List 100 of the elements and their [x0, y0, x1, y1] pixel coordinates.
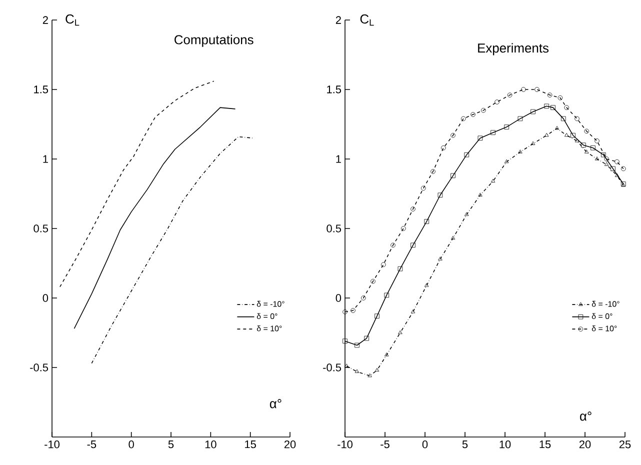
x-tick-label: 20 — [579, 440, 591, 448]
x-tick-label: -10 — [44, 440, 60, 448]
point — [614, 173, 620, 177]
x-tick-label: 25 — [619, 440, 631, 448]
point — [574, 116, 580, 122]
point — [384, 292, 390, 298]
line-series — [91, 136, 254, 364]
point — [518, 150, 522, 154]
point — [464, 152, 470, 158]
x-tick-label: 10 — [205, 440, 216, 448]
point — [504, 159, 509, 164]
point — [561, 116, 566, 122]
x-tick-label: 15 — [245, 440, 256, 448]
y-tick-label: 0.5 — [34, 224, 48, 232]
y-axis-title: C$_{L}$ — [360, 14, 374, 26]
x-tick-label: 0 — [128, 440, 134, 448]
y-tick-label: 0 — [42, 294, 48, 302]
point — [384, 352, 389, 356]
y-tick-label: 0.5 — [326, 224, 342, 232]
point — [398, 330, 402, 334]
point — [601, 152, 606, 158]
point — [424, 219, 430, 224]
point — [530, 109, 536, 114]
point — [584, 128, 590, 134]
point — [521, 87, 526, 92]
point — [430, 169, 436, 174]
y-tick-label: 2 — [336, 16, 341, 24]
point — [438, 256, 442, 260]
point — [464, 212, 469, 216]
point — [410, 309, 416, 314]
y-axis-title: C$_{L}$ — [66, 14, 80, 26]
point — [518, 116, 523, 122]
line-series — [74, 107, 236, 329]
line-series — [60, 80, 214, 288]
point — [354, 342, 360, 348]
point — [421, 186, 426, 191]
point — [550, 105, 556, 110]
point — [450, 236, 456, 240]
x-tick-label: -5 — [380, 440, 390, 448]
point — [478, 136, 483, 141]
y-tick-label: -0.5 — [323, 364, 342, 372]
point — [344, 364, 349, 368]
x-axis-title: α° — [270, 399, 282, 408]
point — [410, 242, 416, 248]
text: Experiments — [478, 43, 549, 56]
y-tick-label: 1.5 — [327, 86, 342, 94]
point — [507, 92, 512, 98]
point — [534, 87, 540, 92]
point — [490, 130, 496, 135]
y-tick-label: 1 — [336, 155, 341, 163]
point — [461, 116, 466, 122]
point — [564, 132, 569, 137]
point — [590, 145, 596, 150]
point — [401, 226, 406, 231]
point — [554, 126, 560, 130]
y-tick-label: 1.5 — [34, 86, 48, 94]
point — [604, 156, 610, 162]
point — [368, 373, 372, 378]
point — [494, 100, 500, 104]
point — [361, 296, 366, 300]
y-tick-label: 2 — [42, 16, 48, 24]
point — [610, 166, 616, 172]
x-axis-title: α° — [580, 412, 592, 421]
point — [374, 314, 380, 318]
point — [441, 145, 446, 150]
x-tick-label: 15 — [540, 440, 551, 448]
x-tick-label: 0 — [422, 440, 428, 448]
point — [547, 92, 552, 98]
x-tick-label: 20 — [284, 440, 296, 448]
point — [490, 178, 496, 183]
point — [544, 104, 550, 109]
point — [342, 309, 348, 314]
y-tick-label: -0.5 — [30, 364, 48, 372]
point — [584, 150, 589, 154]
point — [470, 112, 476, 117]
point — [614, 159, 620, 164]
x-tick-label: -5 — [87, 440, 96, 448]
point — [530, 141, 536, 145]
point — [581, 142, 586, 148]
point — [390, 242, 396, 248]
point — [558, 95, 563, 100]
point — [544, 132, 549, 137]
point — [594, 156, 600, 160]
point — [370, 278, 376, 284]
point — [594, 138, 600, 144]
point — [342, 338, 348, 344]
x-tick-label: 5 — [168, 440, 174, 448]
point — [621, 166, 626, 172]
point — [574, 138, 580, 142]
point — [438, 192, 443, 198]
y-tick-label: 0 — [336, 294, 342, 302]
point — [604, 162, 609, 166]
point — [364, 336, 370, 341]
point — [570, 132, 576, 138]
point — [354, 369, 360, 373]
x-tick-label: 5 — [462, 440, 468, 448]
point — [374, 368, 380, 372]
y-tick-label: 1 — [43, 155, 48, 163]
x-tick-label: 10 — [500, 440, 511, 448]
text: Computations — [174, 34, 254, 47]
